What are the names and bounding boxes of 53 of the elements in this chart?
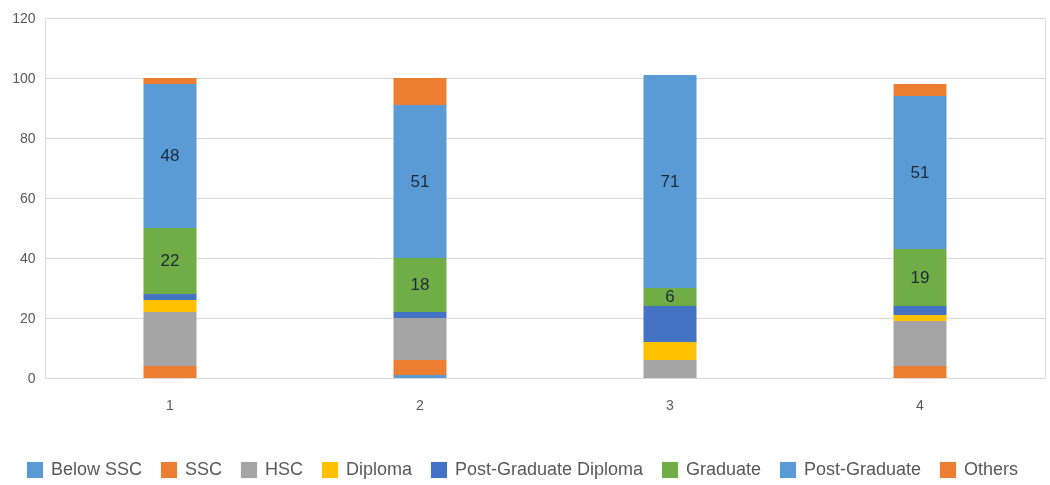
legend-label: Post-Graduate Diploma	[455, 459, 645, 479]
legend-label: HSC	[265, 459, 304, 479]
y-tick-label: 20	[19, 309, 36, 326]
bar	[143, 366, 197, 378]
bar	[143, 312, 197, 366]
legend-label: Post-Graduate	[804, 459, 922, 479]
bar	[893, 306, 947, 315]
y-tick-label: 120	[12, 9, 36, 26]
data-label: 6	[665, 287, 675, 306]
bar	[393, 105, 447, 258]
y-tick-label: 40	[19, 249, 36, 266]
x-tick-label: 1	[166, 396, 175, 413]
data-label: 48	[160, 146, 180, 165]
legend-label: Below SSC	[51, 459, 143, 479]
data-label: 71	[660, 171, 680, 191]
data-label: 22	[160, 251, 180, 270]
bar	[893, 84, 947, 96]
y-tick-label: 100	[12, 69, 36, 86]
x-tick-label: 4	[916, 396, 925, 413]
y-tick-label: 60	[19, 189, 36, 206]
data-label: 51	[910, 162, 930, 182]
x-tick-label: 3	[666, 396, 675, 413]
bar	[643, 360, 697, 378]
bar	[643, 288, 697, 306]
bar	[893, 321, 947, 366]
bar	[393, 258, 447, 312]
x-tick-label: 2	[416, 396, 425, 413]
y-tick-label: 0	[27, 369, 36, 386]
legend-label: Graduate	[686, 459, 762, 479]
y-tick-label: 80	[19, 129, 36, 146]
bar	[393, 360, 447, 375]
data-label: 19	[910, 267, 930, 287]
legend-label: Others	[964, 459, 1019, 479]
data-label: 51	[410, 171, 430, 191]
bar	[393, 312, 447, 318]
bar	[893, 366, 947, 378]
bar	[393, 318, 447, 360]
legend-label: Diploma	[346, 459, 414, 479]
bar	[143, 294, 197, 300]
bar	[643, 342, 697, 360]
bar	[643, 306, 697, 342]
legend-label: SSC	[185, 459, 223, 479]
bar	[643, 75, 697, 288]
bar	[393, 78, 447, 105]
bar	[143, 78, 197, 84]
bar	[143, 300, 197, 312]
bar	[893, 96, 947, 249]
bar	[143, 228, 197, 294]
bar	[893, 315, 947, 321]
bar	[143, 84, 197, 228]
data-label: 18	[410, 275, 430, 294]
bar	[893, 249, 947, 306]
bar	[393, 375, 447, 378]
